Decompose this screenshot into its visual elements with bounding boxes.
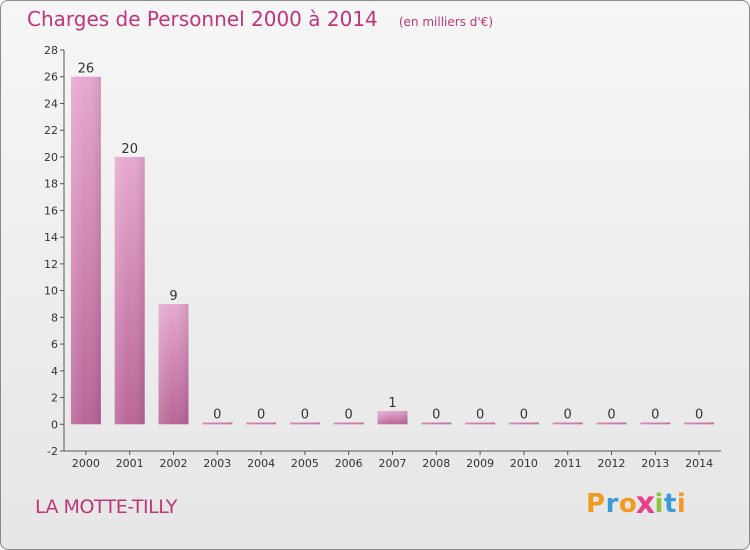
bar-shading — [114, 156, 145, 425]
data-label: 9 — [169, 289, 177, 304]
logo-letter: i — [676, 489, 687, 519]
logo-letter: x — [635, 486, 656, 522]
data-labels: 26 20 9 0 0 0 0 1 0 0 0 0 0 0 0 — [78, 62, 704, 423]
data-label: 0 — [520, 407, 528, 422]
data-label: 0 — [301, 407, 309, 422]
bar-shading — [246, 422, 277, 425]
y-tick-label: 28 — [44, 44, 58, 57]
bar-shading — [552, 422, 583, 425]
x-tick-label: 2014 — [685, 457, 713, 470]
logo-letter: P — [586, 489, 606, 519]
proxiti-logo: Proxiti — [586, 486, 687, 522]
bar-shading — [158, 303, 189, 425]
y-tick-label: 16 — [44, 204, 58, 217]
data-label: 0 — [607, 407, 615, 422]
data-label: 0 — [345, 407, 353, 422]
y-tick-label: 6 — [51, 338, 58, 351]
data-label: 0 — [432, 407, 440, 422]
data-label: 0 — [695, 407, 703, 422]
logo-letter: r — [605, 489, 619, 519]
data-label: 0 — [564, 407, 572, 422]
y-tick-label: 12 — [44, 258, 58, 271]
x-tick-label: 2010 — [510, 457, 538, 470]
bar-shading — [684, 422, 715, 425]
bars — [70, 76, 715, 425]
y-tick-label: 2 — [51, 392, 58, 405]
x-tick-label: 2005 — [291, 457, 319, 470]
bar-shading — [421, 422, 452, 425]
bar-shading — [596, 422, 627, 425]
x-tick-label: 2011 — [554, 457, 582, 470]
bar-shading — [333, 422, 364, 425]
y-tick-label: 20 — [44, 151, 58, 164]
data-label: 0 — [651, 407, 659, 422]
x-tick-label: 2012 — [598, 457, 626, 470]
bar-shading — [289, 422, 320, 425]
data-label: 0 — [213, 407, 221, 422]
title-row: Charges de Personnel 2000 à 2014 (en mil… — [27, 7, 493, 31]
x-tick-label: 2013 — [641, 457, 669, 470]
logo-letter: o — [618, 489, 638, 519]
chart-title: Charges de Personnel 2000 à 2014 — [27, 7, 378, 31]
y-tick-label: 14 — [44, 231, 58, 244]
y-tick-label: 24 — [44, 97, 58, 110]
bar-shading — [202, 422, 233, 425]
x-tick-label: 2006 — [335, 457, 363, 470]
y-tick-label: 26 — [44, 71, 58, 84]
y-tick-label: 10 — [44, 285, 58, 298]
x-tick-label: 2008 — [422, 457, 450, 470]
logo-letter: t — [663, 489, 677, 519]
x-tick-label: 2003 — [203, 457, 231, 470]
y-tick-label: 4 — [51, 365, 58, 378]
y-tick-label: -2 — [47, 445, 58, 458]
x-tick-label: 2001 — [116, 457, 144, 470]
logo-letter: i — [654, 489, 664, 519]
data-label: 1 — [388, 396, 396, 411]
bar-shading — [465, 422, 496, 425]
x-tick-label: 2000 — [72, 457, 100, 470]
chart-subtitle: (en milliers d'€) — [398, 15, 493, 29]
data-label: 20 — [121, 142, 138, 157]
y-tick-label: 18 — [44, 178, 58, 191]
x-tick-label: 2007 — [379, 457, 407, 470]
data-label: 26 — [78, 62, 95, 77]
bar-shading — [640, 422, 671, 425]
x-tick-label: 2002 — [160, 457, 188, 470]
bar-shading — [377, 410, 408, 425]
y-tick-label: 0 — [51, 418, 58, 431]
commune-name: LA MOTTE-TILLY — [35, 496, 177, 518]
y-tick-label: 8 — [51, 311, 58, 324]
x-tick-label: 2009 — [466, 457, 494, 470]
data-label: 0 — [257, 407, 265, 422]
y-tick-label: 22 — [44, 124, 58, 137]
bar-shading — [508, 422, 539, 425]
bar-shading — [70, 76, 101, 425]
x-tick-label: 2004 — [247, 457, 275, 470]
data-label: 0 — [476, 407, 484, 422]
